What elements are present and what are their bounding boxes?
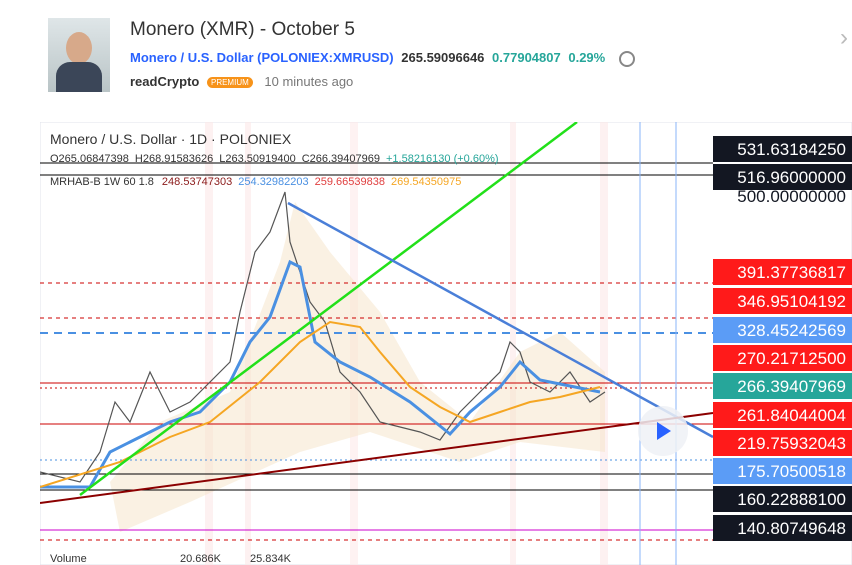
time: 10 minutes ago <box>264 74 354 89</box>
change: 0.77904807 <box>492 50 561 65</box>
change-pct: 0.29% <box>568 50 606 65</box>
indicator-value: 254.32982203 <box>238 176 308 188</box>
price-label: 266.39407969 <box>737 377 846 396</box>
price-label-box <box>713 259 852 285</box>
price-label-box <box>713 515 852 541</box>
price: 265.59096646 <box>401 50 485 65</box>
green-trendline <box>79 122 578 496</box>
price-axis: 500.00000000 531.63184250 516.96000000 391.… <box>713 136 852 541</box>
orange-line <box>40 320 601 488</box>
author[interactable]: readCrypto <box>130 74 200 89</box>
price-label-box <box>713 402 852 428</box>
indicator-legend: MRHAB-B 1W 60 1.8 248.53747303 254.3298220… <box>50 176 461 188</box>
ohlc-value: L263.50919400 <box>219 153 295 165</box>
price-label: 140.80749648 <box>737 519 846 538</box>
price-label: 328.45242569 <box>737 321 846 340</box>
ohlc-value: O265.06847398 <box>50 153 129 165</box>
price-label: 175.70500518 <box>737 462 846 481</box>
avatar[interactable] <box>48 18 110 92</box>
price-label-box <box>713 164 852 190</box>
price-label-box <box>713 136 852 162</box>
symbol-line: Monero / U.S. Dollar (POLONIEX:XMRUSD) 2… <box>130 50 635 67</box>
indicator-name: MRHAB-B 1W 60 1.8 <box>50 176 154 188</box>
price-path <box>40 191 606 483</box>
red-trendline <box>40 412 714 504</box>
ohlc-value: +1.58216130 (+0.60%) <box>386 153 499 165</box>
price-label: 500.00000000 <box>737 187 846 206</box>
ohlc-value: H268.91583626 <box>135 153 213 165</box>
volume-value: 20.686K <box>180 553 222 565</box>
volume-legend: Volume 20.686K 25.834K <box>50 553 292 565</box>
price-label: 516.96000000 <box>737 168 846 187</box>
idea-title: Monero (XMR) - October 5 <box>130 19 355 40</box>
author-line: readCrypto PREMIUM 10 minutes ago <box>130 74 353 89</box>
price-label-box <box>713 430 852 456</box>
price-label: 531.63184250 <box>737 140 846 159</box>
chart-title: Monero / U.S. Dollar · 1D · POLONIEX <box>50 131 292 147</box>
indicator-value: 248.53747303 <box>162 176 232 188</box>
price-label: 270.21712500 <box>737 349 846 368</box>
next-arrow[interactable]: › <box>840 24 848 51</box>
price-label-box <box>713 317 852 343</box>
band-area <box>110 202 605 532</box>
price-label-box <box>713 373 852 399</box>
symbol-name[interactable]: Monero / U.S. Dollar <box>130 50 254 65</box>
price-label-box <box>713 288 852 314</box>
indicator-value: 259.66539838 <box>315 176 385 188</box>
price-label-box <box>713 345 852 371</box>
price-label: 160.22888100 <box>737 490 846 509</box>
blue-trendline <box>287 201 714 439</box>
premium-badge: PREMIUM <box>206 77 253 89</box>
price-label: 261.84044004 <box>737 406 846 425</box>
average-line <box>40 259 601 489</box>
price-lines <box>40 122 713 565</box>
volume-value: Volume <box>50 553 87 565</box>
price-label-box <box>713 486 852 512</box>
indicator-value: 269.54350975 <box>391 176 461 188</box>
symbol-code[interactable]: (POLONIEX:XMRUSD) <box>257 50 394 65</box>
ohlc-legend: O265.06847398 H268.91583626 L263.50919400 C… <box>50 153 499 165</box>
price-label: 391.37736817 <box>737 263 846 282</box>
price-label: 219.75932043 <box>737 434 846 453</box>
alert-icon[interactable] <box>618 50 635 67</box>
price-label: 346.95104192 <box>737 292 846 311</box>
chart: Monero / U.S. Dollar · 1D · POLONIEX O26… <box>40 122 852 565</box>
play-button[interactable] <box>638 406 688 456</box>
ohlc-value: C266.39407969 <box>302 153 380 165</box>
volume-value: 25.834K <box>250 553 292 565</box>
price-label-box <box>713 458 852 484</box>
